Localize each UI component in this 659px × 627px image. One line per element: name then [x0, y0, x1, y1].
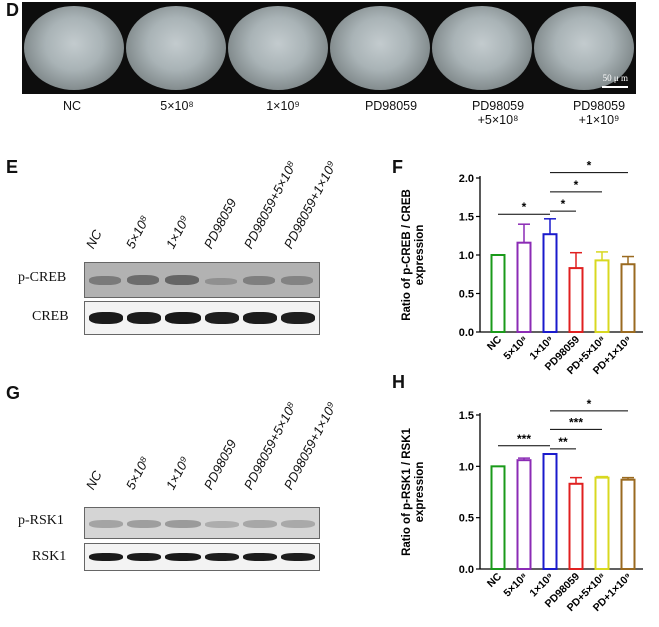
chart-h-y-tick-label: 1.0: [459, 461, 474, 473]
panel-f-letter: F: [392, 157, 403, 177]
chart-f-significance-label: *: [574, 178, 579, 192]
chart-h-y-axis-label: expression: [414, 462, 426, 523]
chart-f-bar: [490, 254, 506, 333]
condition-label-1e9: 1×10⁹: [266, 99, 300, 113]
chart-h-bar: [490, 465, 506, 570]
micrograph-well-pd-5e8: [432, 6, 532, 90]
chart-f-bar: [568, 267, 584, 333]
chart-h-y-tick-label: 0.5: [459, 513, 474, 525]
micrograph-well-1e9: [228, 6, 328, 90]
lane-label-pd: PD98059: [200, 196, 240, 251]
lane-label-1e9: 1×10⁹: [162, 212, 193, 251]
scale-bar: [602, 86, 628, 88]
chart-h-bar: [594, 476, 610, 570]
chart-f-significance-label: *: [561, 197, 566, 211]
chart-h-significance-label: ***: [569, 415, 583, 429]
chart-h-x-tick-label: 5×10⁸: [501, 571, 530, 600]
chart-f-significance-label: *: [587, 160, 592, 173]
blot-rsk1: [84, 543, 320, 571]
lane-label-g-nc: NC: [82, 468, 105, 492]
chart-f-y-axis-label: Ratio of p-CREB / CREB: [401, 189, 413, 321]
blot-label-creb: CREB: [32, 309, 69, 324]
chart-f-y-tick-label: 0.0: [459, 327, 474, 339]
chart-f-y-tick-label: 1.5: [459, 212, 474, 224]
chart-f-bar: [594, 259, 610, 333]
chart-h-bar: [516, 459, 532, 570]
chart-h-bar: [542, 453, 558, 570]
chart-f-significance-label: *: [522, 200, 527, 214]
condition-label-nc: NC: [62, 99, 82, 113]
panel-h-letter: H: [392, 372, 405, 392]
lane-label-g-1e9: 1×10⁹: [162, 453, 193, 492]
chart-h-y-tick-label: 1.5: [459, 410, 474, 422]
lane-label-nc: NC: [82, 227, 105, 251]
chart-h-significance-label: **: [558, 435, 568, 449]
chart-h-significance-label: *: [587, 397, 592, 411]
condition-label-pd-1e9: PD98059 +1×10⁹: [572, 99, 626, 127]
chart-h-significance-label: ***: [517, 432, 531, 446]
condition-label-5e8: 5×10⁸: [160, 99, 194, 113]
micrograph-well-nc: [24, 6, 124, 90]
chart-h-x-tick-label: NC: [485, 570, 505, 590]
blot-label-p-rsk1: p-RSK1: [18, 513, 64, 528]
chart-h-bar: [620, 478, 636, 570]
chart-h-y-axis-label: Ratio of p-RSK1 / RSK1: [401, 428, 413, 556]
lane-label-g-pd: PD98059: [200, 437, 240, 492]
blot-p-creb: [84, 262, 320, 298]
blot-label-p-creb: p-CREB: [18, 270, 67, 285]
blot-label-rsk1: RSK1: [32, 549, 67, 564]
condition-label-pd: PD98059: [364, 99, 418, 113]
micrograph-strip: 50 μ m: [22, 2, 636, 94]
condition-label-pd-5e8: PD98059 +5×10⁸: [471, 99, 525, 127]
chart-f-y-axis-label: expression: [414, 225, 426, 286]
lane-label-g-5e8: 5×10⁸: [122, 454, 153, 492]
chart-f-bar: [620, 263, 636, 333]
blot-p-rsk1: [84, 507, 320, 539]
lane-label-5e8: 5×10⁸: [122, 213, 153, 251]
scale-bar-label: 50 μ m: [602, 73, 628, 83]
chart-f-x-tick-label: 5×10⁸: [501, 334, 530, 363]
bar-chart-f: 0.0 0.5 1.0 1.5 2.0 Ratio of p-CREB / CREB exp…: [401, 160, 643, 377]
blot-creb: [84, 301, 320, 335]
micrograph-well-pd-1e9: [534, 6, 634, 90]
panel-e-letter: E: [6, 157, 19, 177]
bar-chart-h: 0.0 0.5 1.0 1.5 Ratio of p-RSK1 / RSK1 expres…: [401, 397, 643, 614]
micrograph-well-5e8: [126, 6, 226, 90]
chart-h-bar: [568, 482, 584, 570]
chart-f-y-tick-label: 1.0: [459, 250, 474, 262]
chart-f-bar: [516, 241, 532, 333]
panel-g-letter: G: [6, 383, 21, 403]
chart-f-y-tick-label: 0.5: [459, 289, 474, 301]
chart-f-y-tick-label: 2.0: [459, 173, 474, 185]
chart-f-bar: [542, 233, 558, 333]
panel-d-letter: D: [6, 0, 19, 20]
chart-h-y-tick-label: 0.0: [459, 564, 474, 576]
chart-f-x-tick-label: NC: [485, 333, 505, 353]
micrograph-well-pd: [330, 6, 430, 90]
